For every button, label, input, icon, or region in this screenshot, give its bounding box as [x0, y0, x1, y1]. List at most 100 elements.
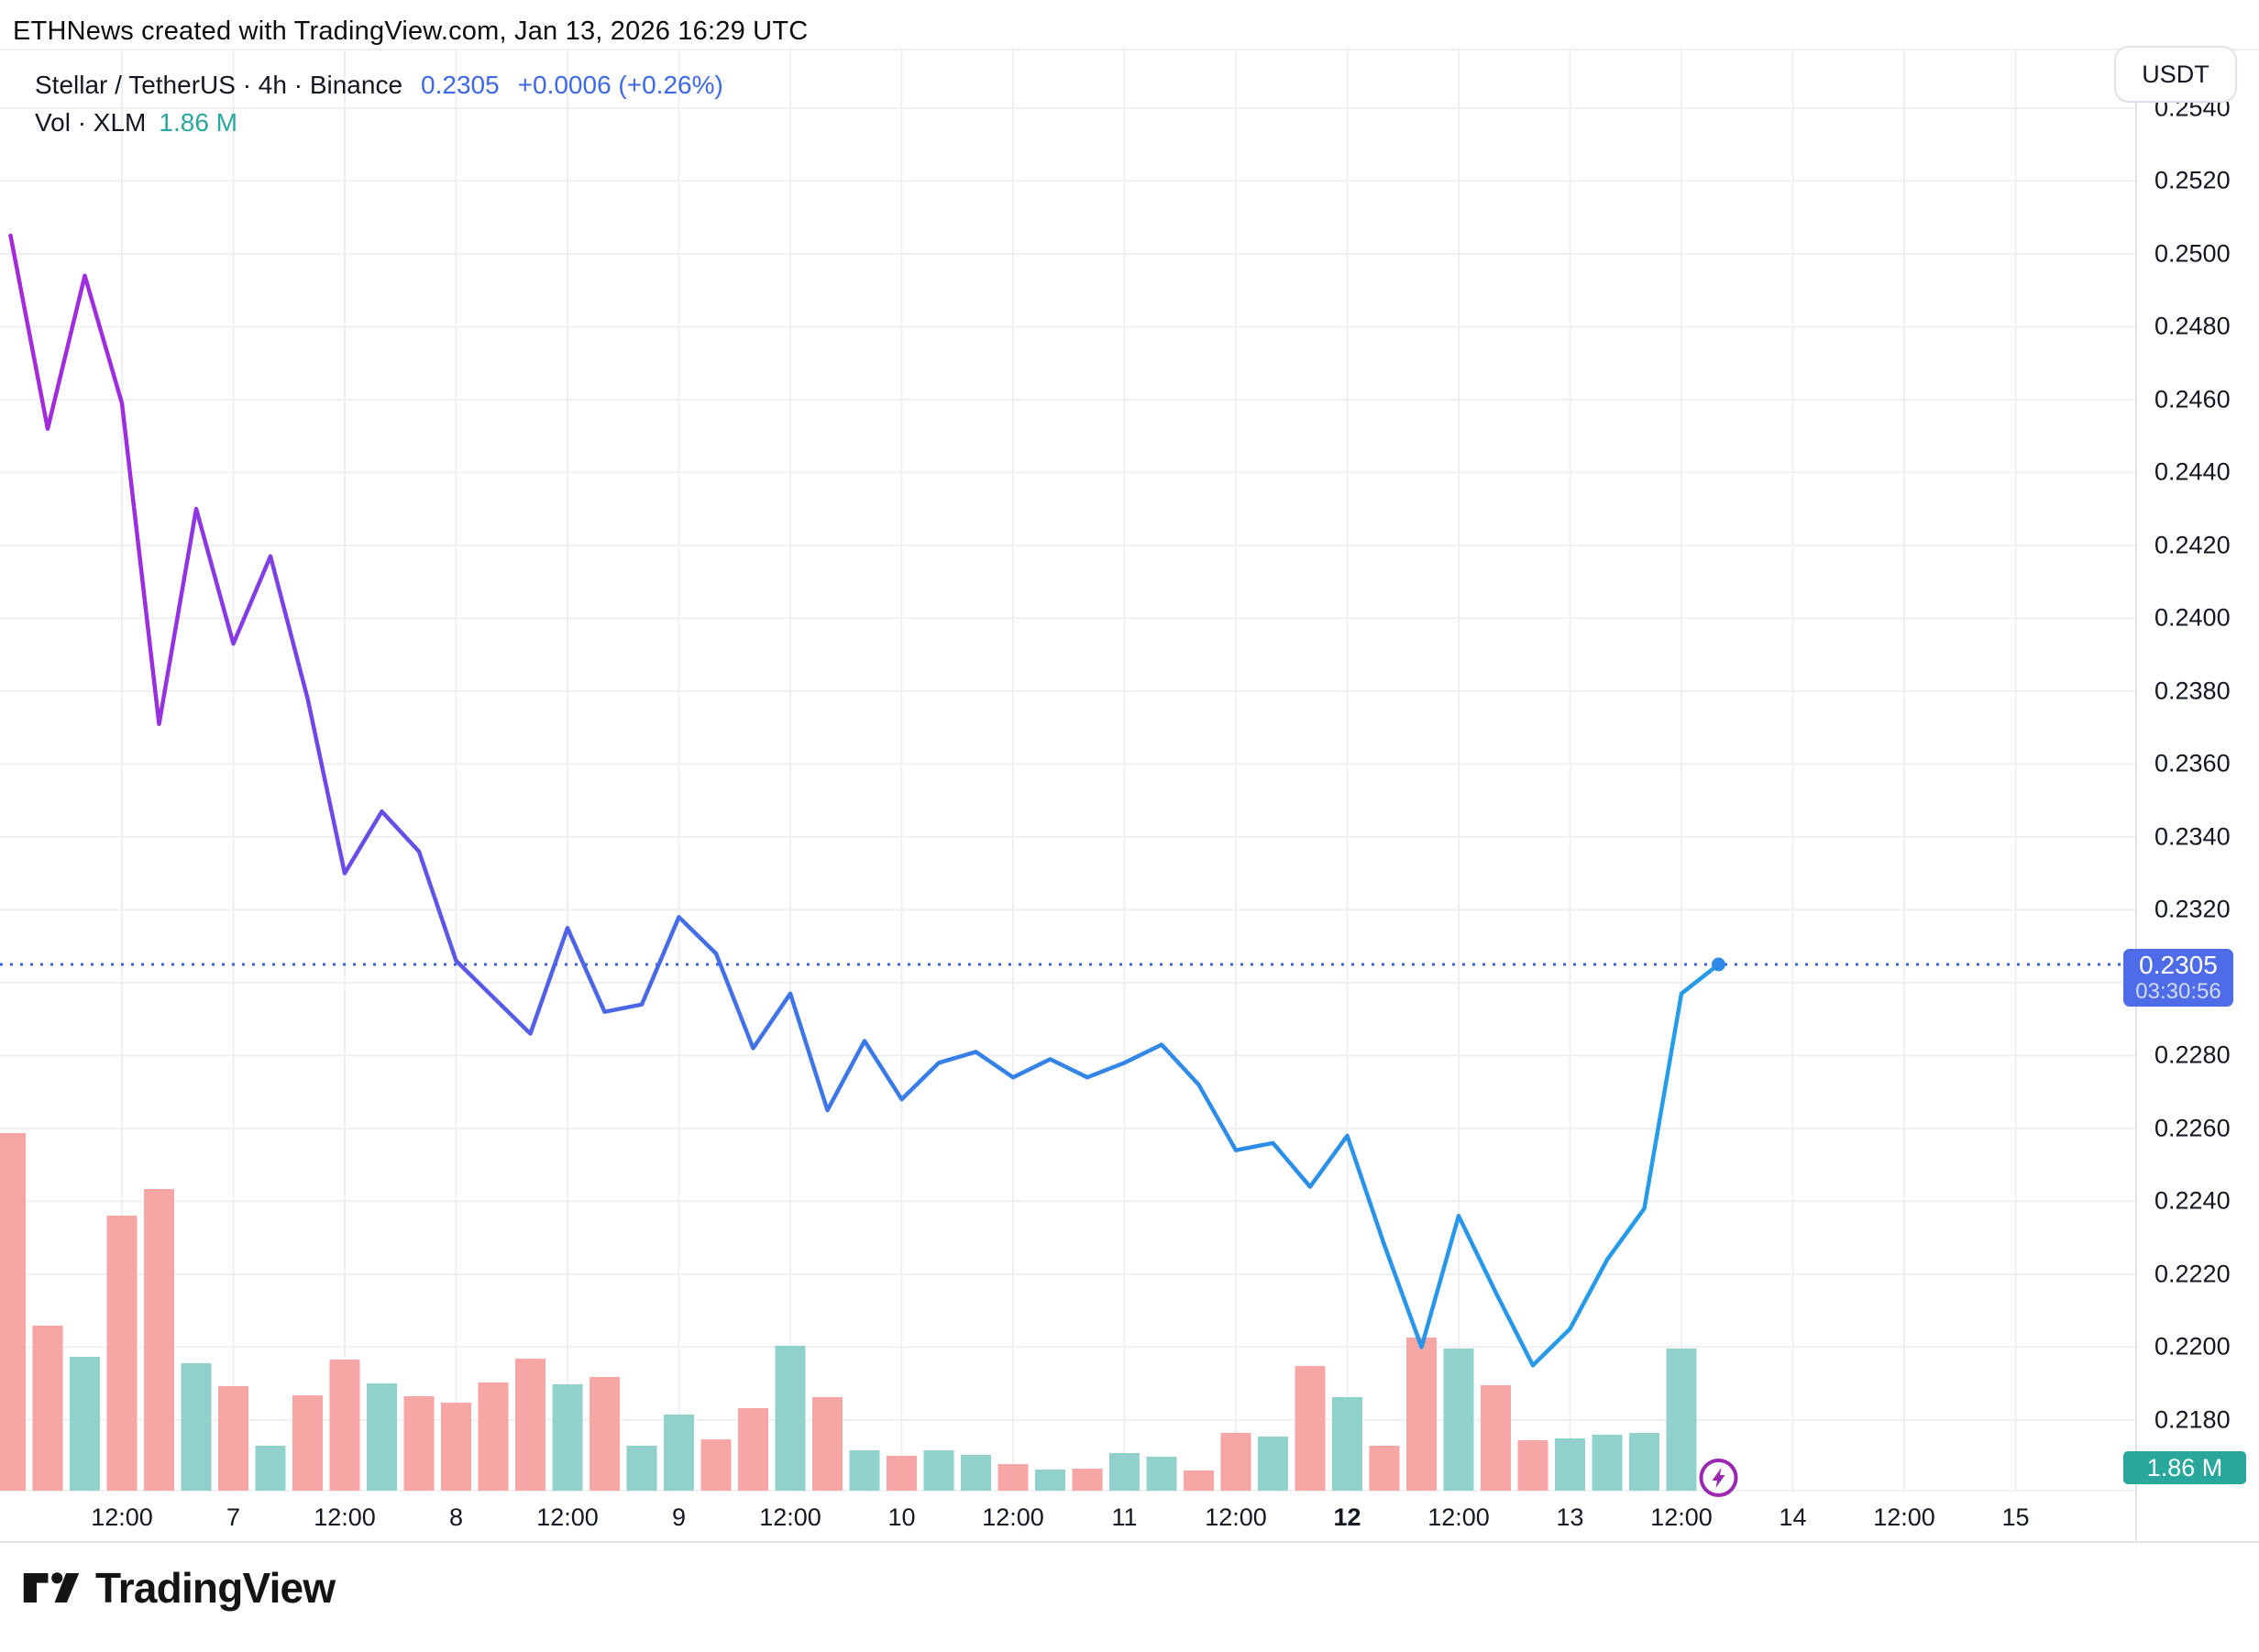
time-tick-label: 7: [226, 1503, 241, 1531]
volume-bar: [738, 1408, 768, 1491]
volume-bar: [1629, 1433, 1659, 1491]
volume-bar: [218, 1386, 248, 1491]
time-tick-label: 12: [1333, 1503, 1361, 1531]
price-tick-label: 0.2500: [2154, 239, 2231, 268]
volume-bar: [181, 1363, 212, 1491]
last-price-dot: [1712, 957, 1725, 972]
volume-bar: [1481, 1385, 1511, 1491]
volume-bar: [961, 1455, 991, 1491]
volume-bar: [144, 1189, 174, 1491]
currency-toggle-button[interactable]: USDT: [2114, 46, 2237, 103]
volume-bar: [1035, 1470, 1065, 1491]
volume-bar: [590, 1377, 620, 1491]
volume-bar: [478, 1382, 509, 1491]
time-tick-label: 12:00: [759, 1503, 821, 1531]
tradingview-logo[interactable]: TradingView: [22, 1563, 336, 1613]
price-change-value: +0.0006 (+0.26%): [517, 71, 723, 99]
time-tick-label: 9: [671, 1503, 687, 1531]
time-tick-label: 12:00: [536, 1503, 599, 1531]
volume-bar: [1517, 1440, 1548, 1491]
attribution-text: ETHNews created with TradingView.com, Ja…: [13, 17, 809, 46]
time-tick-label: 12:00: [1650, 1503, 1713, 1531]
volume-bar: [1072, 1469, 1103, 1491]
volume-bar: [1443, 1349, 1474, 1491]
time-tick-label: 12:00: [1205, 1503, 1267, 1531]
price-tick-label: 0.2400: [2154, 603, 2231, 632]
volume-bar: [1220, 1433, 1251, 1491]
volume-bar: [515, 1359, 545, 1491]
volume-bar: [1109, 1453, 1140, 1491]
candle-countdown: 03:30:56: [2135, 978, 2221, 1004]
time-tick-label: 12:00: [91, 1503, 153, 1531]
price-tick-label: 0.2320: [2154, 895, 2231, 923]
volume-bar: [1332, 1397, 1362, 1491]
tradingview-wordmark: TradingView: [95, 1564, 336, 1612]
volume-bar: [552, 1384, 583, 1491]
price-tick-label: 0.2380: [2154, 677, 2231, 705]
price-line: [8, 233, 1721, 1368]
price-tick-label: 0.2240: [2154, 1186, 2231, 1215]
volume-bar: [106, 1216, 138, 1491]
time-tick-label: 12:00: [982, 1503, 1044, 1531]
volume-bar: [1666, 1349, 1697, 1491]
volume-bar: [329, 1360, 360, 1491]
volume-bar: [812, 1397, 843, 1491]
volume-bar: [1555, 1438, 1585, 1491]
symbol-info-panel: Stellar / TetherUS · 4h · Binance 0.2305…: [35, 66, 723, 141]
price-tick-label: 0.2260: [2154, 1114, 2231, 1142]
volume-bar: [1592, 1435, 1623, 1491]
price-tick-label: 0.2340: [2154, 822, 2231, 851]
price-tick-label: 0.2480: [2154, 312, 2231, 340]
volume-bar: [923, 1450, 954, 1491]
volume-bar: [1295, 1366, 1326, 1491]
time-tick-label: 15: [2001, 1503, 2030, 1531]
time-tick-label: 13: [1556, 1503, 1584, 1531]
volume-bar: [887, 1456, 917, 1491]
volume-bar: [0, 1133, 26, 1491]
price-tick-label: 0.2440: [2154, 457, 2231, 486]
volume-bar: [367, 1383, 397, 1491]
price-tick-label: 0.2520: [2154, 166, 2231, 194]
volume-bar: [1369, 1446, 1400, 1491]
volume-bar: [700, 1439, 732, 1491]
volume-axis-badge: 1.86 M: [2123, 1451, 2246, 1484]
price-tick-label: 0.2360: [2154, 749, 2231, 777]
volume-label: Vol · XLM: [35, 108, 147, 137]
volume-bar: [1258, 1437, 1288, 1491]
volume-bar: [1146, 1457, 1177, 1491]
volume-bar: [997, 1464, 1029, 1491]
volume-bar: [664, 1415, 694, 1491]
volume-value: 1.86 M: [159, 108, 237, 137]
boost-lightning-icon[interactable]: [1699, 1459, 1738, 1497]
volume-bar: [70, 1357, 100, 1491]
last-price-badge-value: 0.2305: [2139, 951, 2218, 980]
volume-bar: [292, 1395, 323, 1491]
volume-bar: [849, 1450, 880, 1491]
tradingview-mark-icon: [23, 1572, 80, 1602]
volume-bar: [1184, 1470, 1214, 1491]
time-tick-label: 11: [1111, 1503, 1138, 1531]
price-tick-label: 0.2220: [2154, 1260, 2231, 1288]
time-tick-label: 12:00: [1427, 1503, 1490, 1531]
volume-bar: [775, 1346, 806, 1491]
volume-bar: [403, 1396, 435, 1491]
time-tick-label: 10: [887, 1503, 916, 1531]
symbol-title[interactable]: Stellar / TetherUS · 4h · Binance: [35, 71, 403, 99]
price-tick-label: 0.2280: [2154, 1041, 2231, 1069]
price-tick-label: 0.2420: [2154, 531, 2231, 559]
price-tick-label: 0.2460: [2154, 385, 2231, 413]
last-price-badge: 0.2305 03:30:56: [2123, 949, 2233, 1007]
time-tick-label: 8: [448, 1503, 464, 1531]
time-tick-label: 12:00: [1873, 1503, 1935, 1531]
price-tick-label: 0.2200: [2154, 1332, 2231, 1360]
price-tick-label: 0.2180: [2154, 1405, 2231, 1434]
volume-bar: [255, 1446, 286, 1491]
volume-bar: [441, 1403, 471, 1491]
volume-bar: [1406, 1338, 1437, 1491]
last-price-value: 0.2305: [421, 71, 500, 99]
time-tick-label: 14: [1779, 1503, 1807, 1531]
volume-bar: [32, 1326, 63, 1491]
volume-bar: [626, 1446, 657, 1491]
